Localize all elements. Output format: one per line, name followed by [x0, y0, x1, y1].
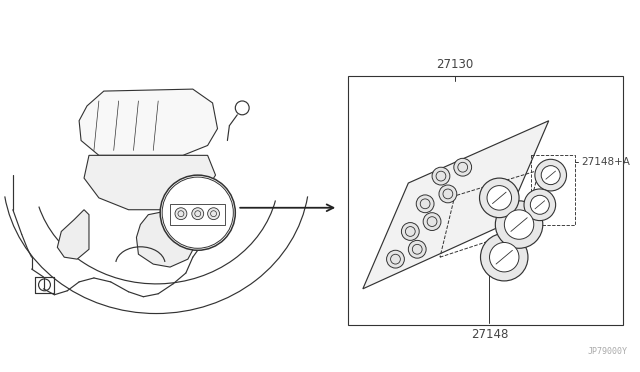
Circle shape [207, 208, 220, 219]
Circle shape [490, 243, 519, 272]
Polygon shape [58, 210, 89, 259]
Circle shape [481, 234, 528, 281]
Circle shape [541, 166, 560, 185]
Circle shape [175, 208, 187, 219]
Circle shape [401, 222, 419, 240]
Circle shape [432, 167, 450, 185]
Circle shape [487, 186, 511, 210]
Polygon shape [136, 212, 196, 267]
Circle shape [504, 210, 534, 239]
Polygon shape [79, 89, 218, 155]
Circle shape [387, 250, 404, 268]
Text: 27148+A: 27148+A [581, 157, 630, 167]
Circle shape [454, 158, 472, 176]
Circle shape [531, 195, 549, 214]
Circle shape [495, 201, 543, 248]
Circle shape [479, 178, 519, 218]
Circle shape [408, 240, 426, 258]
Polygon shape [363, 121, 548, 289]
Text: 27148: 27148 [470, 328, 508, 341]
Circle shape [160, 175, 236, 250]
Circle shape [535, 159, 566, 191]
Circle shape [439, 185, 457, 203]
Circle shape [524, 189, 556, 221]
Circle shape [416, 195, 434, 213]
Bar [348, 76, 623, 326]
Circle shape [192, 208, 204, 219]
Text: 27130: 27130 [436, 58, 474, 71]
Text: JP79000Y: JP79000Y [588, 347, 628, 356]
Circle shape [423, 213, 441, 231]
Polygon shape [84, 155, 216, 210]
